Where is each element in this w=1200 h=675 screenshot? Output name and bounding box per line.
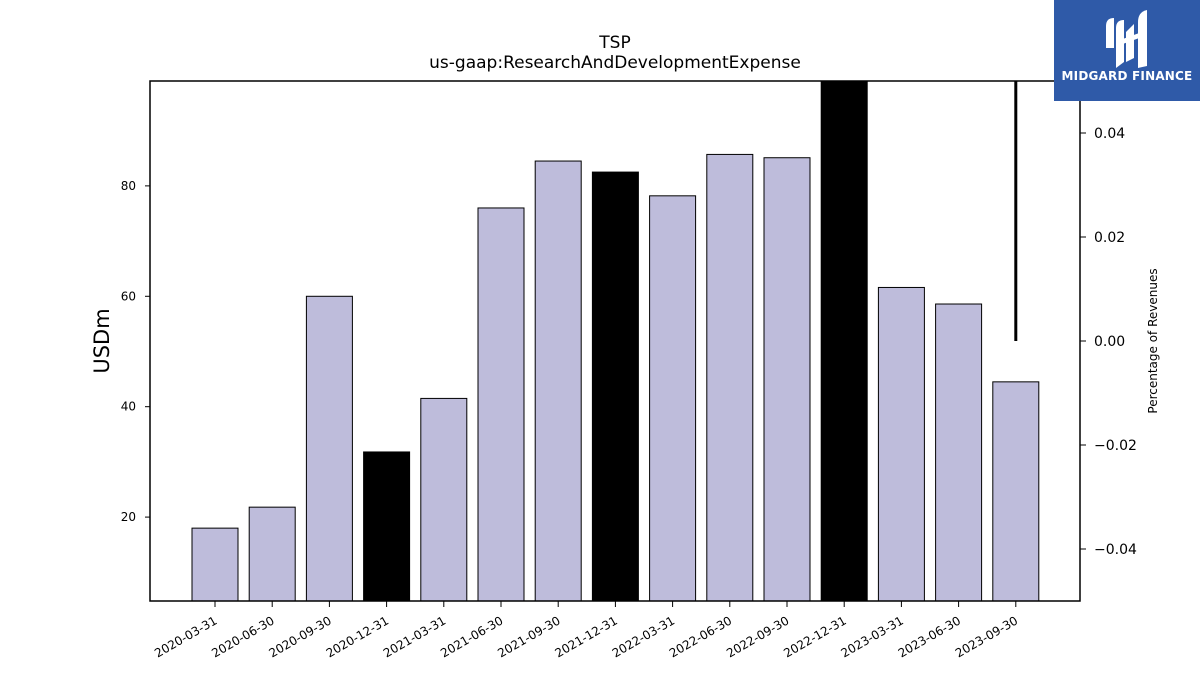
bar-2022-06-30: [706, 153, 754, 602]
x-tick-label: 2020-09-30: [266, 613, 333, 660]
chart-title: TSP: [598, 33, 630, 53]
bar-2021-09-30: [534, 160, 582, 602]
y2-tick-label: −0.04: [1094, 542, 1137, 558]
y2-tick-label: 0.04: [1094, 126, 1125, 142]
x-tick-label: 2022-09-30: [724, 613, 791, 660]
y-axis-label: USDm: [90, 308, 114, 373]
bar-2021-12-31: [591, 171, 639, 602]
y-tick-label: 60: [121, 289, 136, 303]
secondary-y-axis-ticks: −0.04 −0.02 0.00 0.02 0.04: [1080, 126, 1137, 558]
y2-tick-label: −0.02: [1094, 438, 1137, 454]
x-tick-label: 2022-06-30: [667, 613, 734, 660]
bar-2022-03-31: [649, 195, 697, 602]
bar-2020-09-30: [305, 295, 353, 602]
bar-2021-03-31: [420, 397, 468, 602]
x-tick-label: 2020-06-30: [209, 613, 276, 660]
x-tick-label: 2021-06-30: [438, 613, 505, 660]
bar-2020-03-31: [191, 527, 239, 602]
logo-text: MIDGARD FINANCE: [1061, 69, 1193, 83]
x-tick-label: 2021-09-30: [495, 613, 562, 660]
logo-mark-icon: [1106, 10, 1147, 68]
bar-2022-12-31: [820, 80, 868, 602]
x-tick-label: 2021-12-31: [552, 613, 619, 660]
bar-2022-09-30: [763, 157, 811, 602]
bar-2020-12-31: [363, 451, 411, 602]
x-tick-label: 2022-03-31: [610, 613, 677, 660]
midgard-finance-logo: MIDGARD FINANCE: [1054, 0, 1200, 101]
y-tick-label: 40: [121, 400, 136, 414]
bar-2023-03-31: [877, 286, 925, 602]
y2-tick-label: 0.00: [1094, 334, 1125, 350]
y2-tick-label: 0.02: [1094, 230, 1125, 246]
x-tick-label: 2020-12-31: [324, 613, 391, 660]
y-axis-ticks: 20 40 60 80: [121, 179, 150, 524]
y-tick-label: 20: [121, 510, 136, 524]
x-tick-label: 2021-03-31: [381, 613, 448, 660]
x-tick-label: 2022-12-31: [781, 613, 848, 660]
bars-group: [191, 80, 1040, 602]
x-axis-ticks: 2020-03-312020-06-302020-09-302020-12-31…: [152, 601, 1020, 660]
bar-2021-06-30: [477, 207, 525, 602]
chart-subtitle: us-gaap:ResearchAndDevelopmentExpense: [429, 53, 801, 73]
x-tick-label: 2023-09-30: [953, 613, 1020, 660]
secondary-y-axis-label: Percentage of Revenues: [1146, 268, 1160, 413]
y-tick-label: 80: [121, 179, 136, 193]
x-tick-label: 2023-03-31: [838, 613, 905, 660]
bar-2023-09-30: [992, 381, 1040, 602]
bar-2020-06-30: [248, 506, 296, 602]
x-tick-label: 2023-06-30: [896, 613, 963, 660]
bar-2023-06-30: [935, 303, 983, 602]
x-tick-label: 2020-03-31: [152, 613, 219, 660]
